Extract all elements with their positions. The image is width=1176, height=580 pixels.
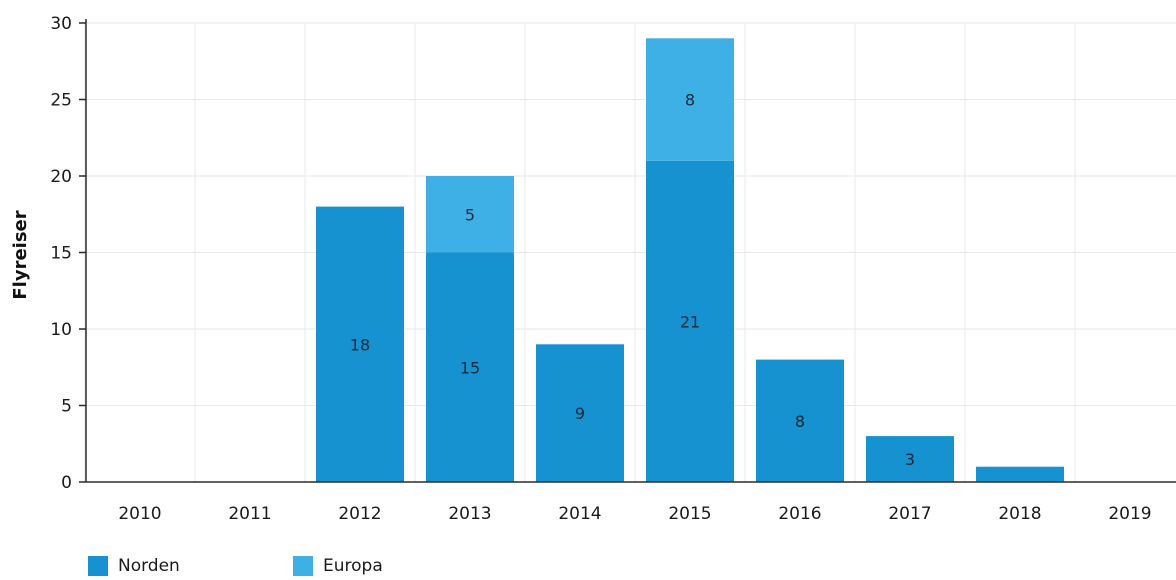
bar-norden-2015: [646, 160, 734, 482]
bar-norden-2013: [426, 252, 514, 482]
bar-norden-2018: [976, 466, 1064, 482]
y-tick-label: 15: [50, 244, 72, 264]
bars: [316, 38, 1064, 482]
data-label-norden-2017: 3: [905, 450, 915, 469]
data-label-norden-2016: 8: [795, 412, 805, 431]
data-label-norden-2012: 18: [350, 335, 370, 354]
data-label-norden-2015: 21: [680, 312, 700, 331]
bar-norden-2014: [536, 344, 624, 482]
x-tick-label: 2014: [558, 504, 601, 524]
x-tick-label: 2015: [668, 504, 711, 524]
legend-item-europa: Europa: [293, 556, 383, 576]
data-label-europa-2013: 5: [465, 205, 475, 224]
y-tick-label: 0: [61, 473, 72, 493]
legend-item-norden: Norden: [88, 556, 180, 576]
bar-europa-2013: [426, 176, 514, 253]
x-tick-label: 2018: [998, 504, 1041, 524]
y-tick-label: 25: [50, 91, 72, 111]
axes: [79, 19, 1176, 483]
legend-label-europa: Europa: [323, 556, 383, 576]
bar-norden-2016: [756, 359, 844, 482]
x-tick-label: 2012: [338, 504, 381, 524]
y-tick-label: 5: [61, 397, 72, 417]
legend-label-norden: Norden: [118, 556, 180, 576]
bar-europa-2015: [646, 38, 734, 161]
x-tick-label: 2017: [888, 504, 931, 524]
x-tick-label: 2016: [778, 504, 821, 524]
x-tick-label: 2019: [1108, 504, 1151, 524]
x-tick-label: 2010: [118, 504, 161, 524]
y-tick-labels: 0 5 10 15 20 25 30: [50, 14, 72, 493]
x-tick-label: 2011: [228, 504, 271, 524]
y-tick-label: 30: [50, 14, 72, 34]
data-label-europa-2015: 8: [685, 91, 695, 110]
data-labels: 18 15 5 9 21 8 8 3: [350, 91, 915, 470]
gridlines: [84, 22, 1176, 483]
bar-norden-2012: [316, 206, 404, 482]
bar-norden-2017: [866, 436, 954, 482]
data-label-norden-2013: 15: [460, 358, 480, 377]
y-axis-label: Flyreiser: [10, 210, 31, 299]
legend-swatch-europa: [293, 556, 313, 576]
data-label-norden-2014: 9: [575, 404, 585, 423]
y-tick-label: 10: [50, 320, 72, 340]
x-tick-labels: 2010 2011 2012 2013 2014 2015 2016 2017 2018 2019: [118, 504, 1151, 524]
x-tick-label: 2013: [448, 504, 491, 524]
y-tick-label: 20: [50, 167, 72, 187]
legend-swatch-norden: [88, 556, 108, 576]
